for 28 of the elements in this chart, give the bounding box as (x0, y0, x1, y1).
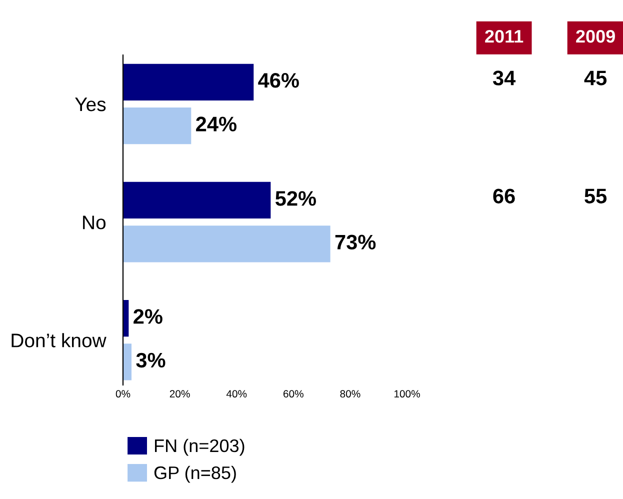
data-label: 2% (134, 309, 162, 324)
category-label: 2011 (485, 30, 524, 43)
bar (123, 64, 254, 100)
bar (123, 182, 271, 219)
category-label: 2009 (576, 30, 615, 43)
x-tick-label: 20% (170, 390, 190, 398)
bar (123, 108, 192, 144)
y-tick-label: No (83, 216, 106, 230)
x-tick-label: 100% (394, 390, 420, 398)
text: 66 (493, 188, 515, 204)
x-tick-label: 80% (340, 390, 360, 398)
bar (123, 226, 330, 262)
data-label: 24% (196, 116, 236, 132)
data-label: 46% (258, 72, 299, 88)
text: 45 (584, 70, 607, 86)
x-tick-label: 40% (226, 390, 247, 398)
y-tick-label: Yes (75, 98, 106, 112)
x-tick-label: 0% (116, 390, 130, 398)
data-label: 52% (275, 191, 316, 206)
y-tick-label: Don’t know (12, 333, 106, 348)
x-tick-label: 60% (284, 390, 304, 398)
legend-label: FN (n=203) (155, 438, 244, 456)
bar (123, 344, 132, 380)
data-label: 73% (335, 234, 376, 250)
text: 55 (584, 188, 607, 204)
data-label: 3% (136, 352, 166, 368)
legend-label: GP (n=85) (154, 466, 236, 483)
text: 34 (492, 70, 516, 86)
